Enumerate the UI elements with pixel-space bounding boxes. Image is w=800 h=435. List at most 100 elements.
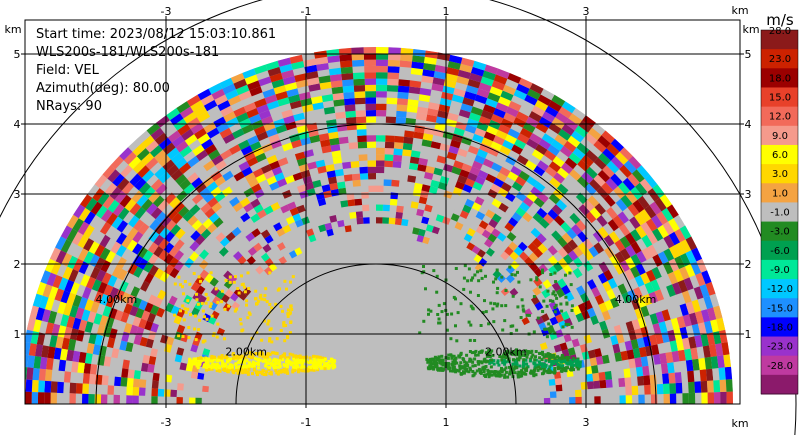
radar-gate <box>502 353 506 357</box>
radar-gate <box>682 314 692 327</box>
radar-gate <box>471 370 475 373</box>
radar-gate <box>211 154 224 166</box>
radar-gate <box>253 363 257 367</box>
radar-gate <box>25 354 29 368</box>
radar-gate <box>126 395 133 404</box>
radar-gate <box>423 63 436 71</box>
radar-gate <box>654 289 665 302</box>
radar-gate <box>316 63 329 71</box>
radar-gate <box>195 292 198 296</box>
radar-gate <box>204 360 208 364</box>
radar-gate <box>384 160 393 168</box>
radar-gate <box>627 203 640 217</box>
radar-gate <box>511 362 515 366</box>
radar-gate <box>246 370 250 374</box>
radar-gate <box>589 207 602 220</box>
radar-gate <box>151 396 158 404</box>
radar-gate <box>246 256 256 266</box>
radar-gate <box>454 356 458 360</box>
radar-gate <box>725 379 733 392</box>
radar-gate <box>219 237 230 247</box>
radar-gate <box>395 117 407 125</box>
radar-gate <box>83 211 96 225</box>
radar-gate <box>486 359 490 363</box>
radar-gate <box>287 359 291 363</box>
colorbar-level-label: 28.0 <box>769 26 791 37</box>
radar-gate <box>651 266 662 280</box>
radar-gate <box>254 357 257 361</box>
radar-gate <box>116 232 127 245</box>
radar-gate <box>519 316 523 319</box>
radar-gate <box>210 354 214 358</box>
radar-gate <box>435 365 439 369</box>
radar-gate <box>151 380 159 389</box>
radar-gate <box>442 367 445 371</box>
radar-gate <box>106 337 116 349</box>
radar-gate <box>589 145 603 158</box>
radar-gate <box>229 196 240 207</box>
radar-gate <box>330 144 341 152</box>
radar-gate <box>247 365 251 368</box>
radar-gate <box>243 361 246 365</box>
radar-gate <box>153 234 165 246</box>
radar-gate <box>286 88 299 98</box>
radar-gate <box>622 177 635 191</box>
radar-gate <box>418 157 428 166</box>
radar-gate <box>327 364 331 368</box>
radar-gate <box>326 49 340 57</box>
radar-gate <box>478 82 492 93</box>
radar-gate <box>652 241 664 255</box>
radar-gate <box>569 367 573 371</box>
radar-gate <box>100 209 113 222</box>
radar-gate <box>208 83 223 95</box>
radar-gate <box>268 263 278 272</box>
radar-gate <box>291 275 295 279</box>
radar-gate <box>493 177 505 188</box>
radar-gate <box>701 309 711 323</box>
radar-gate <box>424 50 438 59</box>
radar-gate <box>537 94 552 106</box>
radar-gate <box>548 356 552 360</box>
radar-gate <box>355 211 363 219</box>
radar-gate <box>189 313 192 317</box>
radar-gate <box>137 165 150 178</box>
radar-gate <box>468 366 472 370</box>
radar-gate <box>166 108 180 121</box>
radar-gate <box>173 282 177 286</box>
radar-gate <box>504 360 508 364</box>
radar-gate <box>335 111 346 120</box>
radar-gate <box>467 267 471 271</box>
radar-gate <box>503 375 507 379</box>
radar-gate <box>186 307 190 311</box>
radar-gate <box>330 364 334 367</box>
radar-gate <box>500 304 504 308</box>
radar-gate <box>224 363 228 367</box>
radar-gate <box>276 371 280 375</box>
radar-gate <box>619 260 630 272</box>
radar-gate <box>483 366 487 370</box>
radar-gate <box>232 128 245 139</box>
radar-gate <box>504 304 508 308</box>
radar-gate <box>454 221 464 231</box>
radar-gate <box>504 289 508 292</box>
radar-gate <box>648 291 659 304</box>
radar-gate <box>251 228 261 238</box>
radar-gate <box>572 246 584 258</box>
radar-gate <box>209 359 213 363</box>
radar-gate <box>244 172 256 183</box>
radar-gate <box>438 104 451 113</box>
radar-gate <box>284 175 295 184</box>
radar-gate <box>495 102 509 113</box>
radar-gate <box>680 239 692 253</box>
radar-gate <box>540 88 555 101</box>
radar-gate <box>421 139 432 148</box>
radar-gate <box>337 181 346 189</box>
radar-gate <box>224 288 234 298</box>
radar-gate <box>120 377 128 387</box>
radar-gate <box>510 165 522 176</box>
radar-gate <box>464 91 477 101</box>
radar-gate <box>510 371 514 375</box>
radar-gate <box>584 183 597 196</box>
radar-gate <box>238 359 242 363</box>
radar-gate <box>473 364 477 368</box>
